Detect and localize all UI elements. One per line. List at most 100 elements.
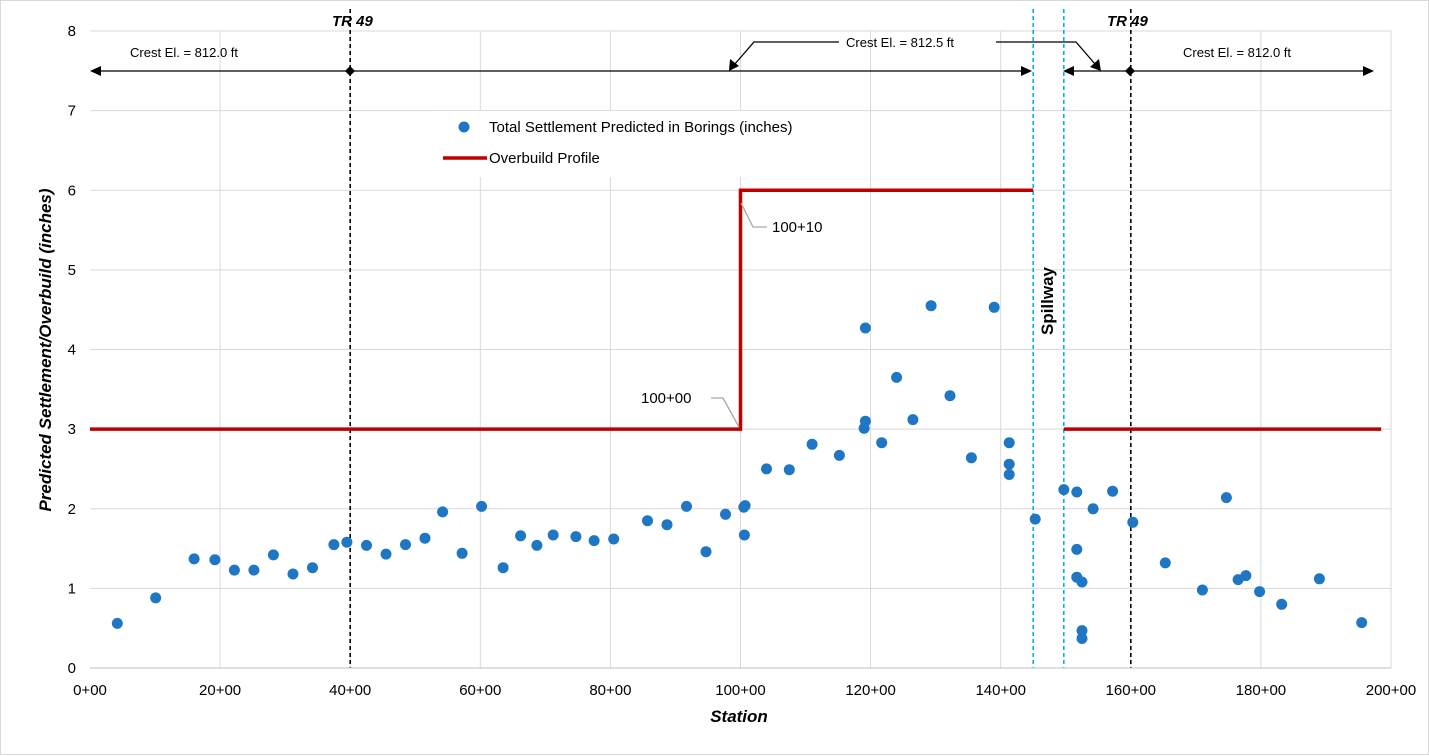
settlement-point — [1003, 458, 1015, 470]
settlement-point — [1003, 437, 1015, 449]
settlement-point — [738, 529, 750, 541]
x-axis-title: Station — [710, 707, 768, 726]
settlement-point — [400, 539, 411, 551]
settlement-point — [1159, 557, 1171, 569]
x-tick-label: 180+00 — [1236, 682, 1286, 699]
settlement-point — [681, 500, 692, 512]
settlement-point — [1220, 492, 1232, 504]
settlement-point — [248, 564, 260, 576]
settlement-point — [761, 463, 772, 475]
tr-label-left: TR 49 — [332, 13, 374, 30]
settlement-point — [267, 549, 279, 561]
crest-label-left: Crest El. = 812.0 ft — [130, 45, 238, 60]
settlement-point — [1058, 484, 1070, 496]
settlement-point — [858, 422, 870, 434]
y-tick-label: 3 — [68, 421, 76, 438]
settlement-point — [476, 500, 488, 512]
settlement-point — [925, 300, 937, 312]
arrow-head-right-start — [1063, 66, 1074, 76]
arrow-heads — [90, 59, 1374, 76]
settlement-point — [1276, 598, 1288, 610]
settlement-point — [588, 535, 600, 547]
settlement-point — [287, 568, 299, 580]
x-tick-label: 100+00 — [715, 682, 765, 699]
y-tick-label: 6 — [68, 182, 76, 199]
settlement-point — [700, 546, 712, 558]
settlement-point — [608, 533, 620, 545]
crest-mid-leader-left — [733, 41, 839, 66]
crest-mid-leader-right — [996, 41, 1096, 65]
settlement-point — [1240, 570, 1252, 582]
y-tick-label: 8 — [68, 23, 76, 40]
y-tick-label: 2 — [68, 501, 76, 518]
x-tick-label: 120+00 — [845, 682, 895, 699]
settlement-point — [307, 562, 318, 574]
settlement-point — [547, 529, 559, 541]
settlement-point — [188, 553, 200, 565]
settlement-point — [150, 592, 162, 604]
settlement-point — [1087, 503, 1099, 515]
settlement-point — [228, 564, 240, 576]
settlement-point — [1076, 633, 1088, 644]
settlement-point — [876, 437, 888, 449]
settlement-point — [1071, 486, 1083, 498]
legend-label-settlement: Total Settlement Predicted in Borings (i… — [489, 119, 792, 136]
crest-label-mid: Crest El. = 812.5 ft — [846, 35, 954, 50]
settlement-point — [907, 414, 919, 426]
settlement-point — [806, 438, 818, 450]
settlement-point — [833, 449, 845, 461]
arrow-head-left-end — [90, 66, 101, 76]
x-tick-label: 40+00 — [329, 682, 371, 699]
legend-box — [436, 111, 863, 177]
y-tick-label: 5 — [68, 262, 76, 279]
station-start-leader — [711, 397, 740, 428]
crest-label-right: Crest El. = 812.0 ft — [1183, 45, 1291, 60]
tr-label-right: TR 49 — [1107, 13, 1149, 30]
y-axis-title: Predicted Settlement/Overbuild (inches) — [36, 188, 55, 511]
arrow-head-right-end — [1363, 66, 1374, 76]
legend: Total Settlement Predicted in Borings (i… — [436, 111, 863, 177]
x-tick-label: 140+00 — [975, 682, 1025, 699]
settlement-points — [111, 300, 1368, 644]
settlement-point — [341, 536, 353, 548]
annotation-arrows — [96, 41, 1368, 428]
station-label-start: 100+00 — [641, 390, 691, 407]
settlement-point — [1127, 516, 1139, 528]
settlement-point — [1003, 469, 1015, 480]
x-tick-label: 80+00 — [589, 682, 631, 699]
diamond-tr-right — [1125, 66, 1135, 76]
legend-marker-settlement — [458, 121, 470, 133]
settlement-point — [944, 390, 956, 402]
arrow-head-mid-left — [729, 59, 739, 71]
settlement-point — [497, 562, 509, 574]
reference-lines — [349, 9, 1132, 668]
overbuild-line — [90, 188, 1034, 431]
settlement-point — [1076, 625, 1088, 637]
settlement-point — [361, 539, 372, 551]
settlement-point — [891, 371, 903, 383]
settlement-point — [661, 519, 673, 531]
x-tick-label: 200+00 — [1366, 682, 1416, 699]
settlement-point — [437, 506, 449, 518]
settlement-point — [859, 322, 871, 334]
settlement-point — [783, 464, 795, 476]
settlement-point — [531, 539, 543, 551]
settlement-point — [111, 617, 123, 629]
settlement-point — [1029, 513, 1041, 525]
y-tick-label: 0 — [68, 660, 76, 677]
arrow-head-mid-right — [1090, 59, 1101, 71]
settlement-point — [1313, 573, 1325, 585]
settlement-point — [328, 539, 340, 551]
settlement-point — [209, 554, 221, 566]
settlement-point — [965, 452, 977, 464]
settlement-point — [570, 531, 582, 543]
x-tick-label: 20+00 — [199, 682, 241, 699]
settlement-point — [642, 515, 653, 527]
settlement-point — [1356, 617, 1368, 629]
settlement-point — [456, 547, 468, 559]
settlement-point — [720, 508, 731, 520]
settlement-point — [380, 548, 392, 560]
